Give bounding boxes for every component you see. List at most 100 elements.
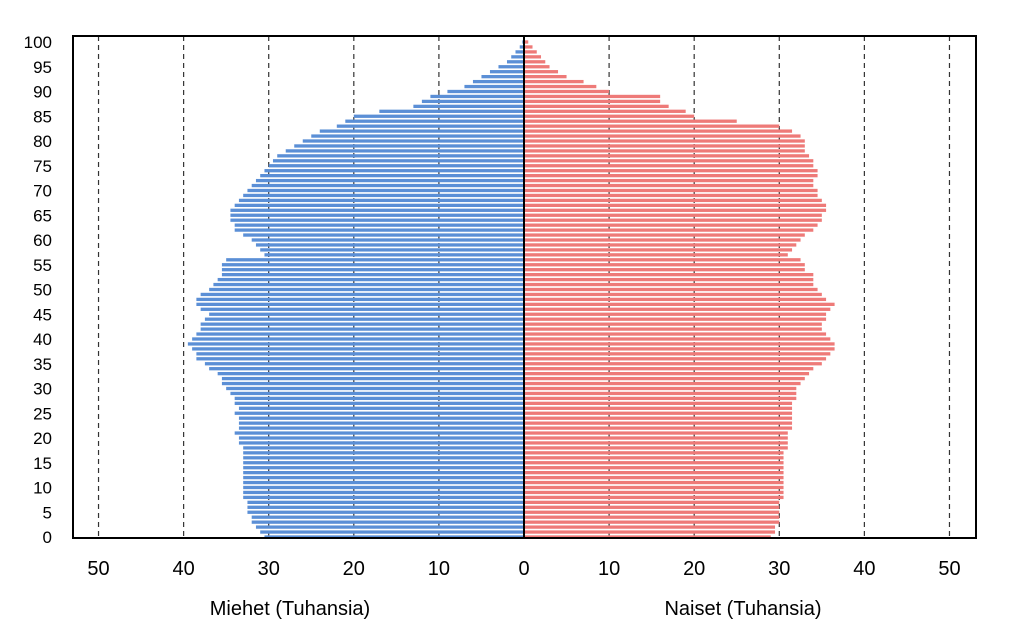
bar-men-age-18	[243, 446, 525, 450]
bar-women-age-89	[524, 94, 661, 99]
bar-women-age-78	[524, 149, 805, 153]
bar-men-age-35	[204, 362, 524, 366]
bar-women-age-38	[524, 347, 835, 351]
bar-men-age-36	[196, 357, 525, 361]
bar-men-age-89	[430, 94, 524, 99]
bar-women-age-76	[524, 159, 814, 163]
bar-women-age-19	[524, 441, 788, 445]
bar-women-age-83	[524, 124, 780, 128]
bar-men-age-95	[498, 65, 524, 69]
bar-men-age-16	[243, 456, 525, 460]
bar-men-age-10	[243, 485, 525, 490]
bar-women-age-24	[524, 416, 793, 420]
bar-men-age-58	[260, 248, 524, 252]
bar-men-age-67	[234, 203, 524, 208]
bar-men-age-55	[221, 263, 524, 267]
y-tick-label: 60	[33, 231, 52, 250]
bar-men-age-62	[234, 228, 524, 232]
bars	[187, 40, 835, 539]
bar-men-age-44	[204, 317, 524, 321]
bar-women-age-16	[524, 456, 784, 460]
bar-women-age-58	[524, 248, 793, 252]
bar-men-age-75	[268, 164, 524, 168]
bar-men-age-76	[272, 159, 524, 163]
bar-women-age-1	[524, 530, 776, 534]
x-tick-label: 30	[768, 558, 790, 580]
bar-men-age-98	[515, 50, 524, 54]
bar-men-age-21	[234, 431, 524, 435]
bar-women-age-39	[524, 342, 835, 346]
bar-women-age-62	[524, 228, 814, 232]
bar-men-age-1	[260, 530, 524, 534]
bar-men-age-94	[489, 70, 524, 74]
bar-men-age-70	[247, 188, 524, 193]
bar-women-age-95	[524, 65, 550, 69]
bar-men-age-38	[192, 347, 524, 351]
bar-men-age-15	[243, 461, 525, 465]
bar-men-age-6	[247, 505, 524, 509]
bar-women-age-91	[524, 84, 597, 89]
bar-men-age-8	[243, 495, 525, 500]
bar-women-age-65	[524, 213, 822, 217]
y-tick-label: 10	[33, 479, 52, 498]
bar-men-age-63	[234, 223, 524, 227]
y-tick-label: 5	[43, 503, 52, 522]
bar-women-age-63	[524, 223, 818, 227]
bar-women-age-25	[524, 411, 793, 415]
bar-women-age-88	[524, 99, 661, 104]
bar-women-age-99	[524, 45, 533, 49]
bar-men-age-5	[247, 510, 524, 514]
bar-men-age-56	[226, 258, 525, 262]
bar-men-age-33	[217, 371, 524, 376]
axes	[72, 35, 977, 539]
bar-men-age-64	[230, 218, 524, 222]
bar-women-age-73	[524, 173, 818, 178]
bar-women-age-53	[524, 272, 814, 277]
bar-men-age-49	[200, 292, 524, 297]
bar-women-age-92	[524, 79, 584, 84]
bar-women-age-40	[524, 337, 831, 341]
bar-men-age-19	[238, 441, 524, 445]
bar-women-age-72	[524, 178, 814, 183]
bar-women-age-3	[524, 520, 780, 524]
bar-women-age-68	[524, 198, 822, 203]
bar-women-age-5	[524, 510, 780, 514]
bar-women-age-2	[524, 525, 776, 529]
bar-women-age-44	[524, 317, 827, 321]
bar-men-age-93	[481, 74, 524, 79]
bar-women-age-81	[524, 134, 801, 138]
bar-women-age-41	[524, 332, 827, 336]
bar-men-age-26	[238, 406, 524, 410]
bar-men-age-17	[243, 451, 525, 455]
x-tick-label: 50	[938, 558, 960, 580]
bar-men-age-77	[277, 154, 524, 158]
x-tick-label: 10	[428, 558, 450, 580]
bar-men-age-23	[238, 421, 524, 425]
y-tick-label: 65	[33, 206, 52, 225]
bar-women-age-85	[524, 114, 695, 118]
bar-women-age-35	[524, 362, 822, 366]
bar-men-age-97	[511, 55, 524, 59]
bar-men-age-57	[264, 253, 524, 257]
y-tick-label: 25	[33, 404, 52, 423]
bar-women-age-37	[524, 352, 831, 356]
x-axis-label-men: Miehet (Tuhansia)	[210, 598, 370, 620]
bar-men-age-47	[196, 302, 525, 307]
y-tick-label: 40	[33, 330, 52, 349]
bar-men-age-79	[294, 144, 524, 148]
y-tick-label: 95	[33, 58, 52, 77]
bar-men-age-53	[221, 272, 524, 277]
bar-men-age-51	[213, 282, 525, 287]
y-tick-label: 30	[33, 380, 52, 399]
bar-women-age-59	[524, 243, 797, 247]
bar-women-age-100	[524, 40, 529, 44]
bar-men-age-31	[221, 381, 524, 386]
bar-women-age-6	[524, 505, 780, 509]
x-tick-label: 30	[258, 558, 280, 580]
bar-women-age-26	[524, 406, 793, 410]
bar-women-age-55	[524, 263, 805, 267]
bar-women-age-12	[524, 475, 784, 480]
bar-men-age-9	[243, 490, 525, 495]
bar-women-age-42	[524, 327, 822, 331]
